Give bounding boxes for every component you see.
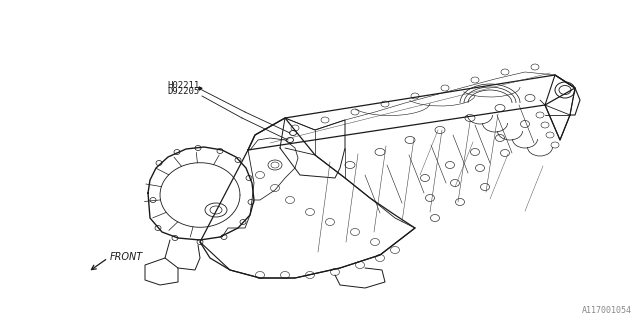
Text: D92205: D92205 — [168, 86, 200, 95]
Text: FRONT: FRONT — [110, 252, 143, 262]
Text: H02211: H02211 — [168, 81, 200, 90]
Text: A117001054: A117001054 — [582, 306, 632, 315]
